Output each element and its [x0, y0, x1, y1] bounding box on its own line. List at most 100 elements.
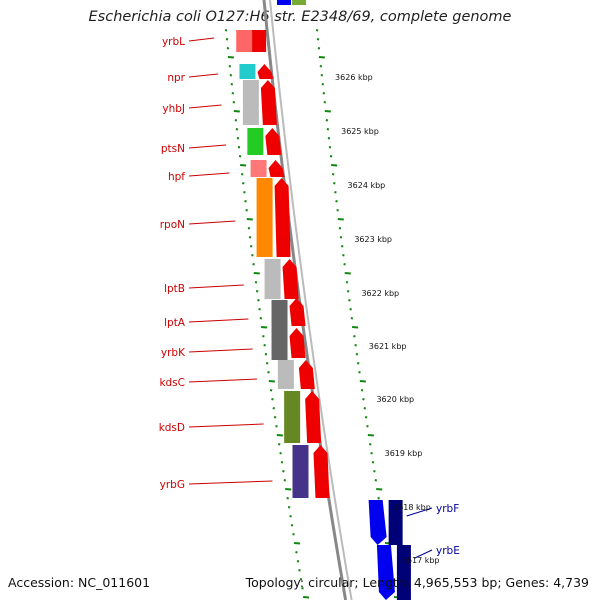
leader-yrbL [188, 37, 215, 42]
tick-left [244, 200, 247, 203]
gene-label-yrbL: yrbL [162, 36, 185, 48]
tick-right [366, 425, 369, 428]
gene-box-yrbL [236, 30, 253, 52]
tick-right [335, 200, 338, 203]
tick-left [249, 245, 253, 248]
leader-lptB [188, 284, 244, 289]
tick-right [346, 290, 350, 293]
tick-right [362, 398, 365, 401]
tick-right [349, 308, 352, 311]
tick-right [370, 452, 373, 455]
tick-right [323, 101, 327, 104]
topology-label: Topology: circular; Length: 4,965,553 bp… [245, 575, 589, 590]
leader-hpf [188, 172, 230, 177]
kbp-label: 3622 kbp [361, 289, 399, 298]
tick-left [227, 56, 234, 59]
tick-left [277, 443, 281, 446]
tick-right [376, 488, 383, 491]
leader-kdsD [188, 423, 264, 428]
tick-right [367, 434, 374, 437]
arrow-yrbG [313, 445, 330, 498]
tick-left [295, 551, 298, 554]
tick-right [315, 29, 319, 32]
tick-right [327, 137, 331, 140]
tick-right [368, 443, 372, 446]
kbp-label: 3617 kbp [402, 556, 440, 565]
tick-right [374, 479, 378, 482]
tick-right [345, 281, 349, 284]
tick-left [236, 137, 240, 140]
tick-left [272, 407, 276, 410]
tick-left [233, 110, 240, 113]
leader-yrbE [414, 549, 433, 559]
gene-label-lptB: lptB [164, 283, 185, 295]
tick-left [248, 236, 252, 239]
tick-right [321, 83, 325, 86]
tick-right [326, 128, 330, 131]
tick-left [280, 461, 284, 464]
gene-box-yrbE [396, 545, 411, 600]
tick-left [254, 281, 258, 284]
tick-right [348, 299, 351, 302]
tick-right [350, 317, 354, 320]
tick-left [263, 344, 266, 347]
tick-left [285, 488, 292, 491]
gene-box-lptA [271, 300, 288, 360]
tick-right [325, 119, 329, 122]
arrow-yrbK [289, 328, 306, 358]
gene-label-npr: npr [167, 72, 185, 84]
tick-right [331, 164, 338, 167]
top-stub-blue [277, 0, 291, 5]
tick-left [268, 380, 275, 383]
gene-box-kdsC [277, 360, 294, 389]
leader-yrbF [406, 507, 433, 517]
tick-right [355, 353, 359, 356]
tick-left [303, 596, 310, 599]
gene-box-hpf [250, 160, 267, 177]
tick-left [301, 587, 304, 590]
tick-left [271, 398, 274, 401]
tick-right [364, 416, 368, 419]
leader-kdsC [188, 378, 257, 383]
tick-left [257, 299, 260, 302]
arrow-kdsC [298, 360, 315, 389]
tick-left [267, 371, 270, 374]
gene-box-lptB [264, 259, 281, 299]
tick-left [242, 182, 245, 185]
tick-left [287, 506, 291, 509]
arrow-yhbJ [260, 80, 277, 125]
tick-right [377, 497, 380, 500]
gene-label-kdsC: kdsC [159, 377, 185, 389]
tick-right [338, 227, 342, 230]
top-stub-green [292, 0, 306, 5]
gene-label-yrbG: yrbG [160, 479, 185, 491]
tick-right [322, 92, 326, 95]
tick-right [339, 236, 343, 239]
gene-label-yrbK: yrbK [161, 347, 186, 359]
arrow-lptA [289, 298, 306, 326]
tick-right [371, 461, 375, 464]
tick-left [229, 74, 233, 77]
tick-left [226, 47, 230, 50]
tick-left [276, 434, 283, 437]
tick-right [317, 47, 321, 50]
tick-left [283, 479, 287, 482]
tick-left [225, 38, 229, 41]
leader-yhbJ [188, 104, 222, 109]
gene-label-ptsN: ptsN [161, 143, 185, 155]
gene-box-rpoN [256, 178, 273, 257]
gene-label-yrbF: yrbF [436, 503, 459, 515]
tick-left [290, 524, 294, 527]
kbp-label: 3621 kbp [369, 342, 407, 351]
tick-right [360, 389, 364, 392]
tick-right [340, 245, 344, 248]
tick-left [228, 65, 232, 68]
gene-label-kdsD: kdsD [159, 422, 185, 434]
tick-left [230, 83, 234, 86]
tick-right [352, 326, 359, 329]
tick-left [246, 218, 253, 221]
kbp-label: 3618 kbp [393, 503, 431, 512]
tick-left [240, 173, 244, 176]
arrow-kdsD [305, 391, 322, 443]
